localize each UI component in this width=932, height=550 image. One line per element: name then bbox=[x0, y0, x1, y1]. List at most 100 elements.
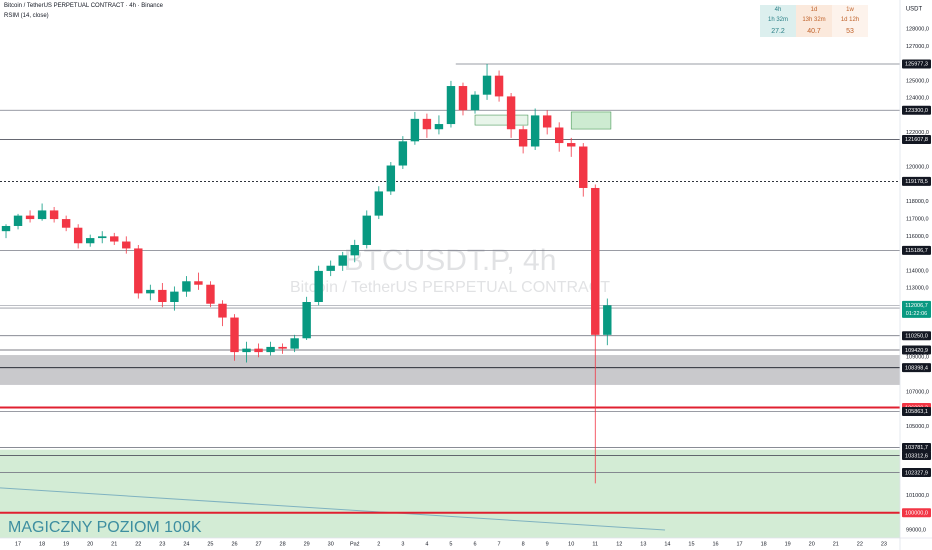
y-tick-label: 117000,0 bbox=[906, 217, 929, 223]
rsi-cell: 1w 1d 12h 53 bbox=[832, 5, 868, 37]
price-label-bg bbox=[902, 508, 931, 518]
price-label: 108398,4 bbox=[905, 365, 928, 371]
y-tick-label: 114000,0 bbox=[906, 268, 929, 274]
box bbox=[474, 114, 529, 126]
price-label: 102327,9 bbox=[905, 470, 928, 476]
x-tick-label: 17 bbox=[737, 541, 743, 547]
candle-body bbox=[482, 75, 492, 95]
candle-body bbox=[494, 75, 504, 97]
box bbox=[570, 111, 612, 130]
y-tick-label: 125000,0 bbox=[906, 78, 929, 84]
candle-body bbox=[579, 146, 588, 188]
candle-body bbox=[302, 301, 311, 339]
x-tick-label: 14 bbox=[664, 541, 670, 547]
price-label: 100000,0 bbox=[905, 511, 928, 517]
x-tick-label: 11 bbox=[592, 541, 598, 547]
candle-body bbox=[134, 248, 143, 294]
x-tick-label: 3 bbox=[401, 541, 404, 547]
candle-body bbox=[446, 86, 456, 125]
candle-body bbox=[542, 115, 552, 128]
price-label-bg bbox=[902, 363, 931, 373]
candle-body bbox=[206, 284, 215, 304]
rsi-value: 40.7 bbox=[807, 27, 821, 35]
price-label-bg bbox=[902, 105, 931, 115]
x-tick-label: 27 bbox=[255, 541, 261, 547]
x-tick-label: 12 bbox=[616, 541, 622, 547]
price-label: 110250,0 bbox=[905, 333, 928, 339]
candle-body bbox=[1, 225, 11, 232]
y-tick-label: 122000,0 bbox=[906, 130, 929, 136]
x-tick-label: 20 bbox=[809, 541, 815, 547]
annotation: MAGICZNY POZIOM 100K bbox=[8, 519, 202, 536]
rsi-value: 27.2 bbox=[771, 27, 785, 35]
candle-body bbox=[362, 215, 371, 245]
rsi-countdown: 1d 12h bbox=[840, 17, 860, 24]
x-tick-label: 13 bbox=[640, 541, 646, 547]
candle-body bbox=[218, 303, 227, 318]
candle-body bbox=[158, 289, 167, 302]
y-tick-label: 128000,0 bbox=[906, 26, 929, 32]
candle-body bbox=[122, 241, 131, 249]
candle-body bbox=[603, 305, 612, 335]
y-tick-label: 105000,0 bbox=[906, 424, 929, 430]
price-label-bg bbox=[902, 451, 931, 461]
x-tick-label: 23 bbox=[881, 541, 887, 547]
candle-body bbox=[410, 118, 420, 142]
candle-body bbox=[242, 348, 251, 353]
rsi-cell: 1d 13h 32m 40.7 bbox=[796, 5, 832, 37]
watermark-symbol: BTCUSDT.P, 4h bbox=[344, 244, 557, 277]
x-tick-label: 26 bbox=[231, 541, 237, 547]
x-tick-label: 20 bbox=[87, 541, 93, 547]
indicator-label: RSIM (14, close) bbox=[4, 13, 49, 19]
chart-header: Bitcoin / TetherUS PERPETUAL CONTRACT · … bbox=[4, 3, 163, 9]
candle-body bbox=[567, 143, 576, 147]
y-tick-label: 99000,0 bbox=[906, 528, 926, 534]
candle-body bbox=[254, 348, 263, 353]
x-tick-label: 2 bbox=[377, 541, 380, 547]
candle-body bbox=[146, 289, 155, 294]
y-tick-label: 118000,0 bbox=[906, 199, 929, 205]
price-label-bg bbox=[902, 176, 931, 186]
x-tick-label: 23 bbox=[159, 541, 165, 547]
price-label-bg bbox=[902, 245, 931, 255]
rsi-countdown: 1h 32m bbox=[767, 17, 788, 24]
candle-body bbox=[182, 281, 191, 292]
x-tick-label: 18 bbox=[761, 541, 767, 547]
candle-body bbox=[110, 236, 119, 242]
price-label: 115186,7 bbox=[905, 248, 928, 254]
price-label: 119178,5 bbox=[905, 179, 928, 185]
candle-body bbox=[37, 210, 47, 220]
price-label-bg bbox=[902, 134, 931, 144]
x-tick-label: 5 bbox=[449, 541, 452, 547]
y-tick-label: 107000,0 bbox=[906, 389, 929, 395]
y-tick-label: 109000,0 bbox=[906, 355, 929, 361]
x-tick-label: 24 bbox=[183, 541, 189, 547]
candle-body bbox=[422, 118, 432, 130]
candle-body bbox=[398, 141, 408, 166]
y-tick-label: 120000,0 bbox=[906, 165, 929, 171]
candle-body bbox=[518, 129, 528, 147]
candle-body bbox=[554, 127, 564, 144]
price-label-bg bbox=[902, 59, 931, 69]
x-tick-label: 6 bbox=[473, 541, 476, 547]
x-tick-label: 28 bbox=[280, 541, 286, 547]
rsi-timeframe: 1d bbox=[810, 7, 818, 14]
price-label: 103781,7 bbox=[905, 445, 928, 451]
price-label: 121607,8 bbox=[905, 137, 928, 143]
current-price-bg bbox=[902, 300, 931, 318]
rsi-panel: 4h 1h 32m 27.2 1d 13h 32m 40.7 1w 1d 12h 53 bbox=[760, 5, 868, 37]
x-tick-label: 21 bbox=[111, 541, 117, 547]
x-tick-label: 4 bbox=[425, 541, 428, 547]
candle-body bbox=[61, 219, 71, 228]
y-tick-label: 101000,0 bbox=[906, 493, 929, 499]
candle-body bbox=[591, 187, 600, 335]
price-label-bg bbox=[902, 331, 931, 341]
x-tick-label: 17 bbox=[15, 541, 21, 547]
x-tick-label: 30 bbox=[328, 541, 334, 547]
x-tick-label: 25 bbox=[207, 541, 213, 547]
candle-body bbox=[326, 265, 335, 271]
zone bbox=[0, 355, 900, 385]
price-label: 123300,0 bbox=[905, 108, 928, 114]
